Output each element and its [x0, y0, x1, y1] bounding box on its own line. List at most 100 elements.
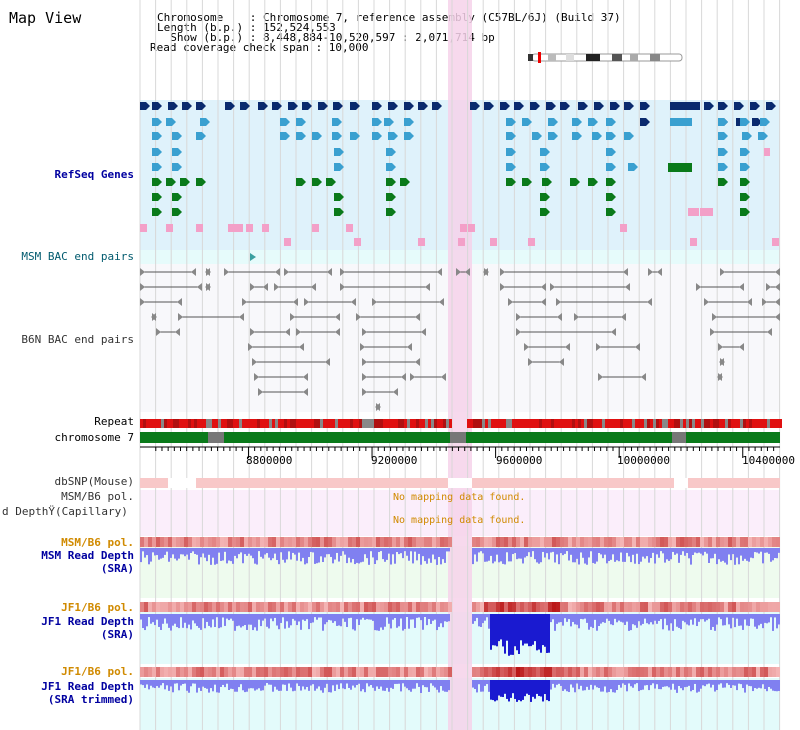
- depth-bar: [174, 548, 176, 559]
- repeat-feature: [254, 419, 257, 428]
- depth-bar: [722, 680, 724, 688]
- depth-bar: [414, 680, 416, 689]
- depth-bar: [494, 548, 496, 562]
- track-label-jf1-depth-trimmed[interactable]: JF1 Read Depth: [41, 680, 134, 693]
- dbsnp-gap: [674, 478, 688, 488]
- pol-cell: [596, 667, 600, 677]
- track-label-jf1-depth[interactable]: JF1 Read Depth: [41, 615, 134, 628]
- repeat-feature: [770, 419, 773, 428]
- depth-bar: [388, 680, 390, 692]
- repeat-feature: [275, 419, 278, 428]
- pol-cell: [612, 537, 616, 547]
- depth-bar: [400, 680, 402, 692]
- repeat-feature: [257, 419, 260, 428]
- pol-cell: [300, 602, 304, 612]
- chromosome-ideogram[interactable]: [528, 52, 683, 63]
- depth-bar: [596, 548, 598, 562]
- repeat-feature: [200, 419, 203, 428]
- depth-bar: [394, 614, 396, 619]
- repeat-feature: [362, 419, 365, 428]
- depth-bar: [280, 548, 282, 553]
- depth-bar: [586, 680, 588, 687]
- track-label-chromosome[interactable]: chromosome 7: [54, 431, 134, 444]
- depth-bar: [494, 614, 496, 646]
- gene-feature: [588, 178, 598, 186]
- depth-bar: [634, 680, 636, 685]
- repeat-feature: [227, 419, 230, 428]
- track-label-msm-pol-capillary[interactable]: MSM/B6 pol.: [61, 490, 134, 503]
- depth-bar: [432, 614, 434, 621]
- pol-cell: [372, 667, 376, 677]
- track-label-depth-capillary[interactable]: d DepthŸ(Capillary): [2, 505, 128, 518]
- pol-cell: [308, 602, 312, 612]
- depth-bar: [226, 548, 228, 564]
- track-label-dbsnp[interactable]: dbSNP(Mouse): [54, 475, 134, 488]
- pol-cell: [288, 602, 292, 612]
- pol-cell: [448, 537, 452, 547]
- bac-end: [335, 313, 340, 321]
- repeat-feature: [635, 419, 638, 428]
- gene-feature: [302, 102, 312, 110]
- track-label-b6n-bac[interactable]: B6N BAC end pairs: [21, 333, 134, 346]
- track-label-msm-depth[interactable]: MSM Read Depth: [41, 549, 134, 562]
- repeat-feature: [704, 419, 707, 428]
- pol-cell: [172, 537, 176, 547]
- depth-bar: [498, 548, 500, 563]
- depth-bar: [192, 614, 194, 621]
- pol-cell: [664, 602, 668, 612]
- depth-bar: [360, 614, 362, 620]
- depth-bar: [382, 548, 384, 560]
- bac-end: [710, 328, 715, 336]
- depth-bar: [232, 548, 234, 564]
- depth-bar: [734, 614, 736, 628]
- depth-bar: [328, 614, 330, 620]
- pol-cell: [388, 602, 392, 612]
- bac-end: [559, 358, 564, 366]
- depth-bar: [376, 548, 378, 561]
- pol-cell: [560, 667, 564, 677]
- pol-cell: [724, 667, 728, 677]
- depth-bar: [226, 614, 228, 619]
- gene-feature: [740, 148, 750, 156]
- track-label-refseq[interactable]: RefSeq Genes: [54, 168, 134, 181]
- pol-cell: [536, 602, 540, 612]
- repeat-feature: [428, 419, 431, 428]
- depth-bar: [308, 680, 310, 691]
- pol-cell: [188, 602, 192, 612]
- depth-bar: [768, 614, 770, 623]
- repeat-feature: [527, 419, 530, 428]
- track-label-repeat[interactable]: Repeat: [94, 415, 134, 428]
- pol-cell: [416, 537, 420, 547]
- track-label-msm-pol[interactable]: MSM/B6 pol.: [61, 536, 134, 549]
- depth-bar: [382, 614, 384, 630]
- depth-bar: [512, 548, 514, 555]
- depth-bar: [316, 548, 318, 564]
- repeat-feature: [164, 419, 167, 428]
- repeat-feature: [416, 419, 419, 428]
- pol-cell: [440, 537, 444, 547]
- gene-feature: [350, 132, 360, 140]
- depth-bar: [698, 614, 700, 622]
- repeat-feature: [728, 419, 731, 428]
- track-label-msm-bac[interactable]: MSM BAC end pairs: [21, 250, 134, 263]
- pol-cell: [672, 602, 676, 612]
- depth-bar: [370, 614, 372, 620]
- pol-cell: [772, 537, 776, 547]
- bac-end: [248, 343, 253, 351]
- depth-bar: [250, 548, 252, 556]
- bac-end: [508, 298, 513, 306]
- depth-bar: [406, 614, 408, 618]
- depth-bar: [164, 548, 166, 555]
- track-label-jf1-pol[interactable]: JF1/B6 pol.: [61, 601, 134, 614]
- track-label-jf1-pol-2[interactable]: JF1/B6 pol.: [61, 665, 134, 678]
- refseq-gene-track[interactable]: [140, 102, 779, 246]
- pol-cell: [592, 667, 596, 677]
- bac-end: [303, 388, 308, 396]
- depth-bar: [608, 680, 610, 692]
- depth-bar: [168, 614, 170, 628]
- bac-end-pairs-track[interactable]: [140, 253, 780, 411]
- depth-bar: [414, 548, 416, 552]
- pol-cell: [412, 537, 416, 547]
- depth-bar: [632, 680, 634, 688]
